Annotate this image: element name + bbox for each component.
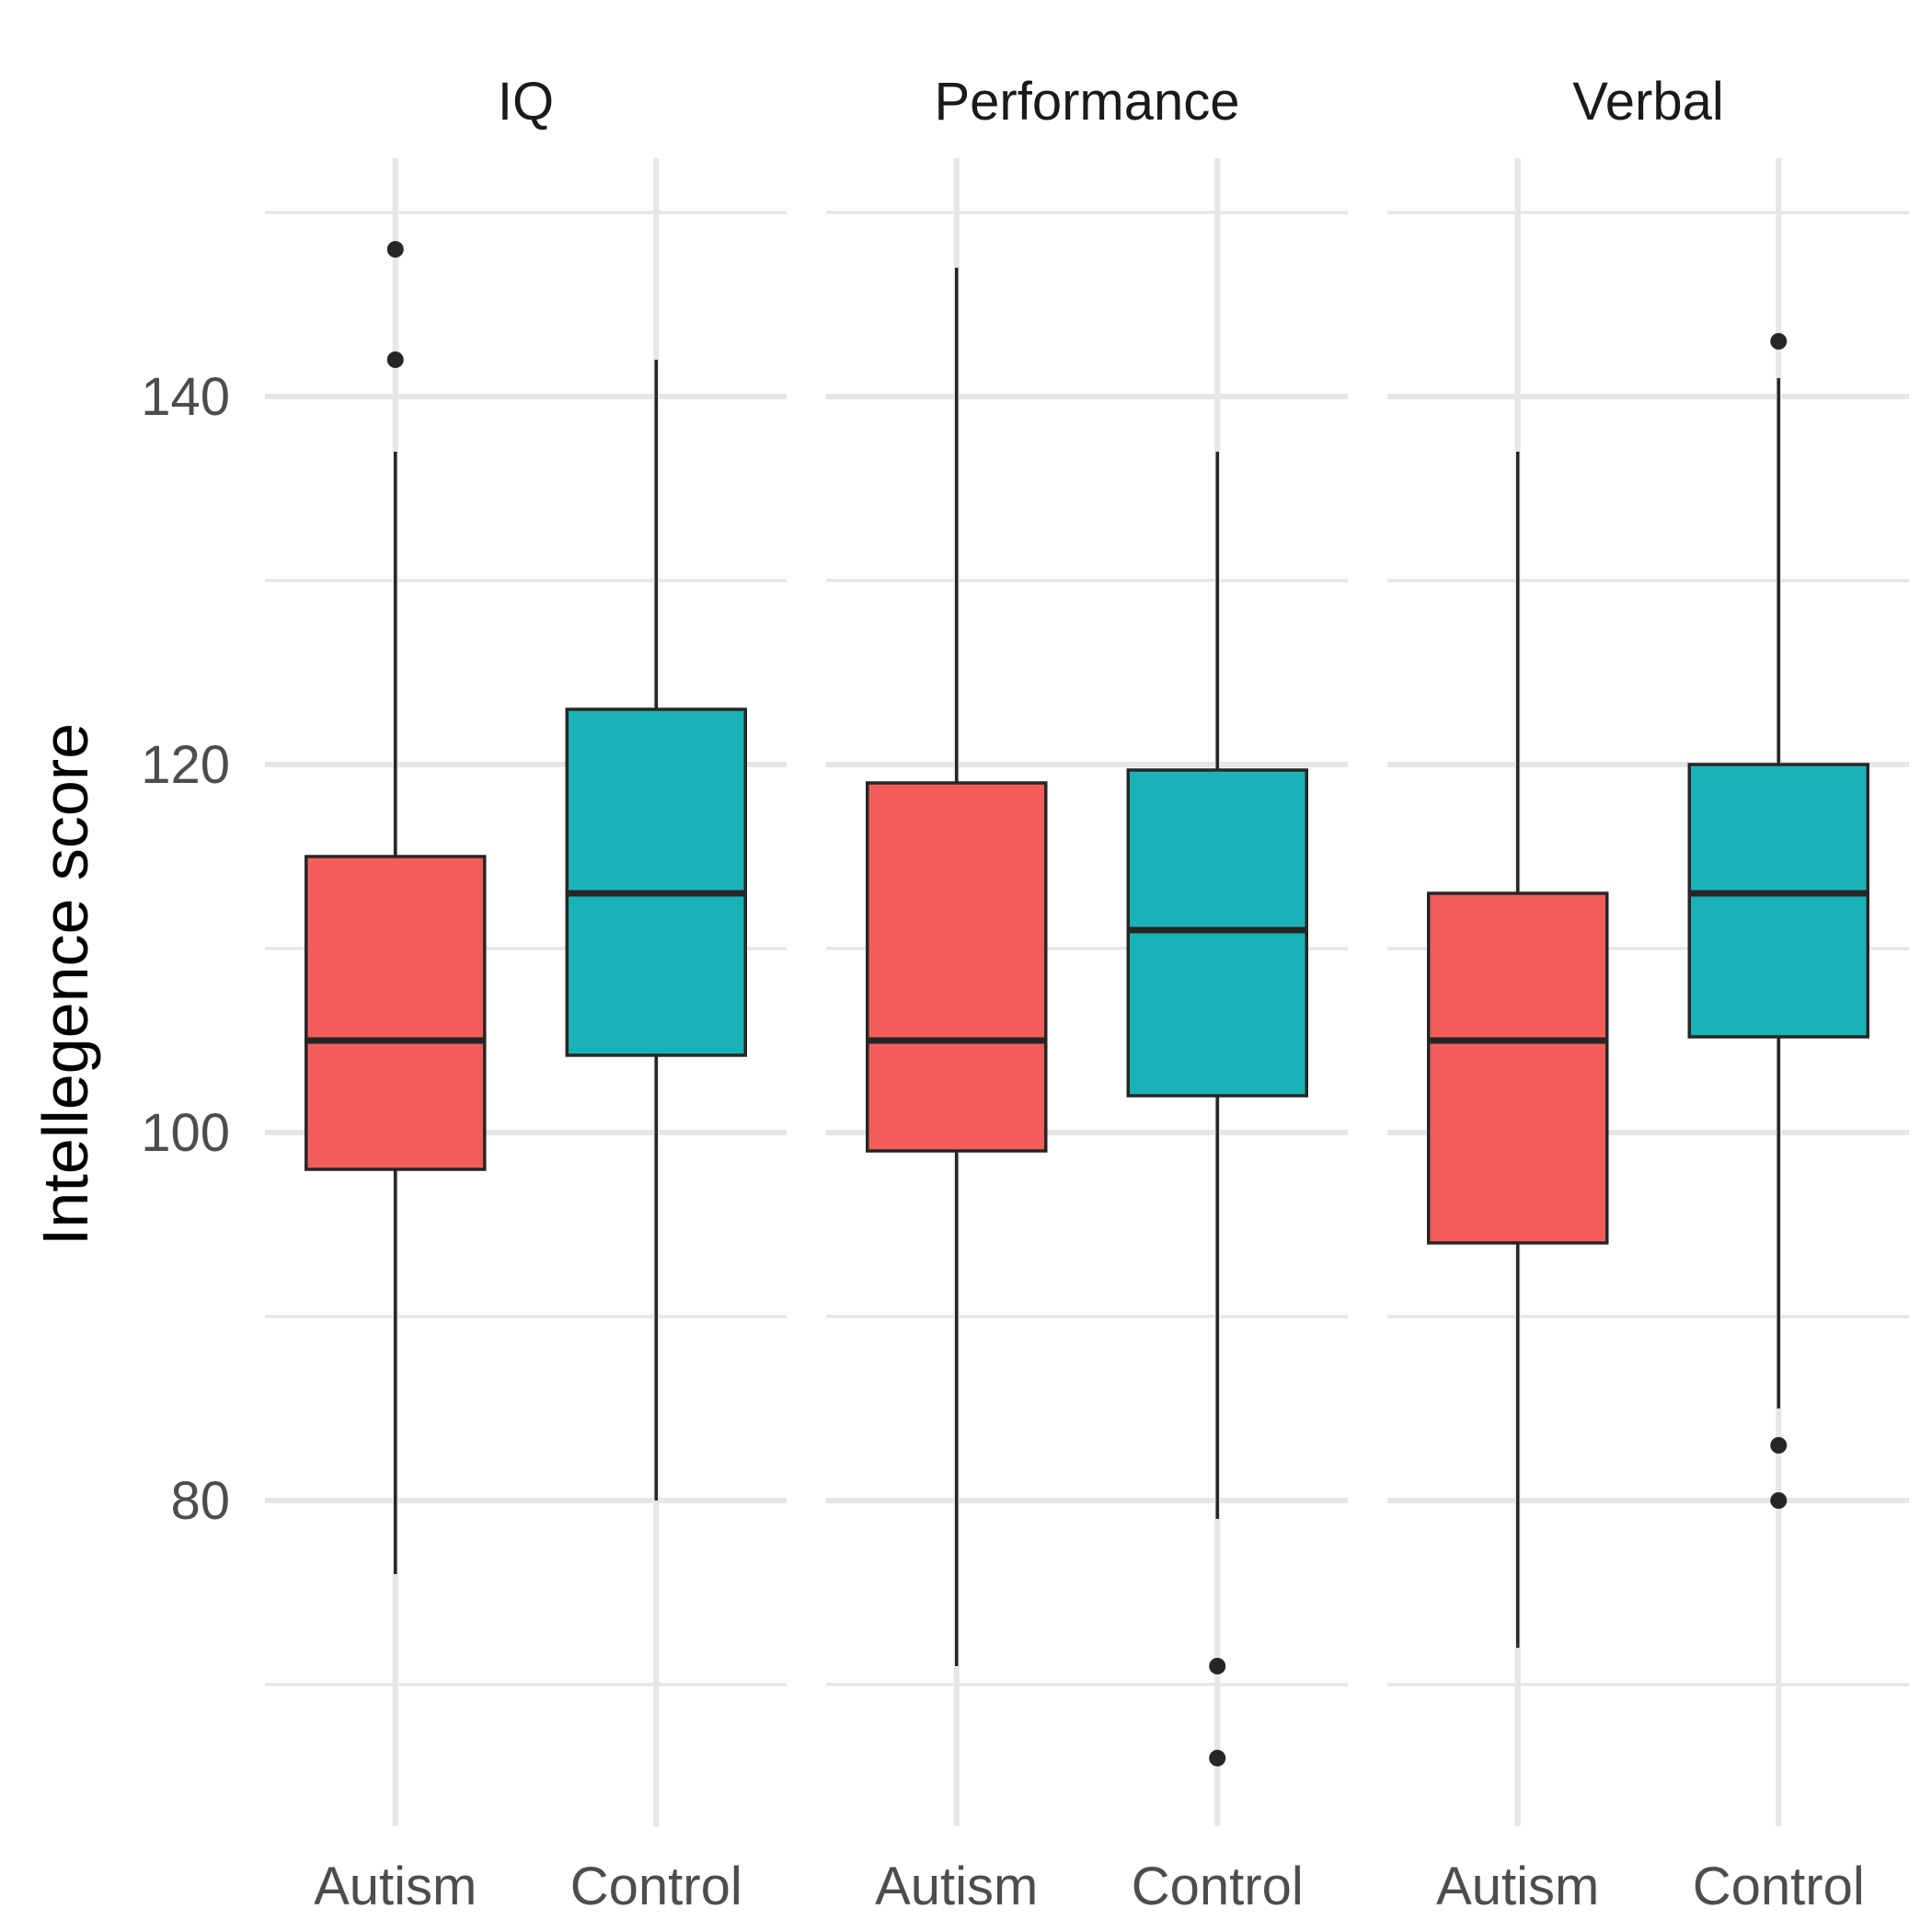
x-tick-label-verbal-control: Control xyxy=(1693,1857,1865,1916)
outlier-point-performance-control xyxy=(1209,1658,1226,1674)
outlier-point-verbal-control xyxy=(1770,333,1788,350)
facet-title-iq: IQ xyxy=(498,72,554,132)
box-iq-control xyxy=(565,707,747,1057)
box-verbal-autism xyxy=(1427,891,1609,1245)
box-iq-autism xyxy=(305,855,487,1171)
y-axis-title: Intellegence score xyxy=(29,723,101,1246)
facet-title-verbal: Verbal xyxy=(1572,72,1723,132)
outlier-point-iq-autism xyxy=(386,351,404,368)
y-tick-label: 80 xyxy=(170,1471,230,1531)
y-tick-label: 100 xyxy=(141,1103,230,1163)
outlier-point-verbal-control xyxy=(1770,1492,1788,1509)
marks-layer xyxy=(305,241,1869,1766)
outlier-point-verbal-control xyxy=(1770,1437,1788,1454)
facet-title-performance: Performance xyxy=(934,72,1239,132)
box-verbal-control xyxy=(1687,763,1869,1039)
labels-layer: 80 100 120 140 IQ Autism Control Performance Aut… xyxy=(141,72,1865,1916)
x-tick-label-iq-autism: Autism xyxy=(314,1857,477,1916)
y-tick-label: 120 xyxy=(141,735,230,795)
outlier-point-performance-control xyxy=(1209,1750,1226,1766)
grid-layer xyxy=(265,158,1909,1826)
x-tick-label-performance-control: Control xyxy=(1132,1857,1304,1916)
box-performance-autism xyxy=(866,781,1048,1153)
y-tick-label: 140 xyxy=(141,367,230,427)
x-tick-label-performance-autism: Autism xyxy=(875,1857,1038,1916)
outlier-point-iq-autism xyxy=(386,241,404,258)
x-tick-label-iq-control: Control xyxy=(570,1857,742,1916)
x-tick-label-verbal-autism: Autism xyxy=(1436,1857,1599,1916)
